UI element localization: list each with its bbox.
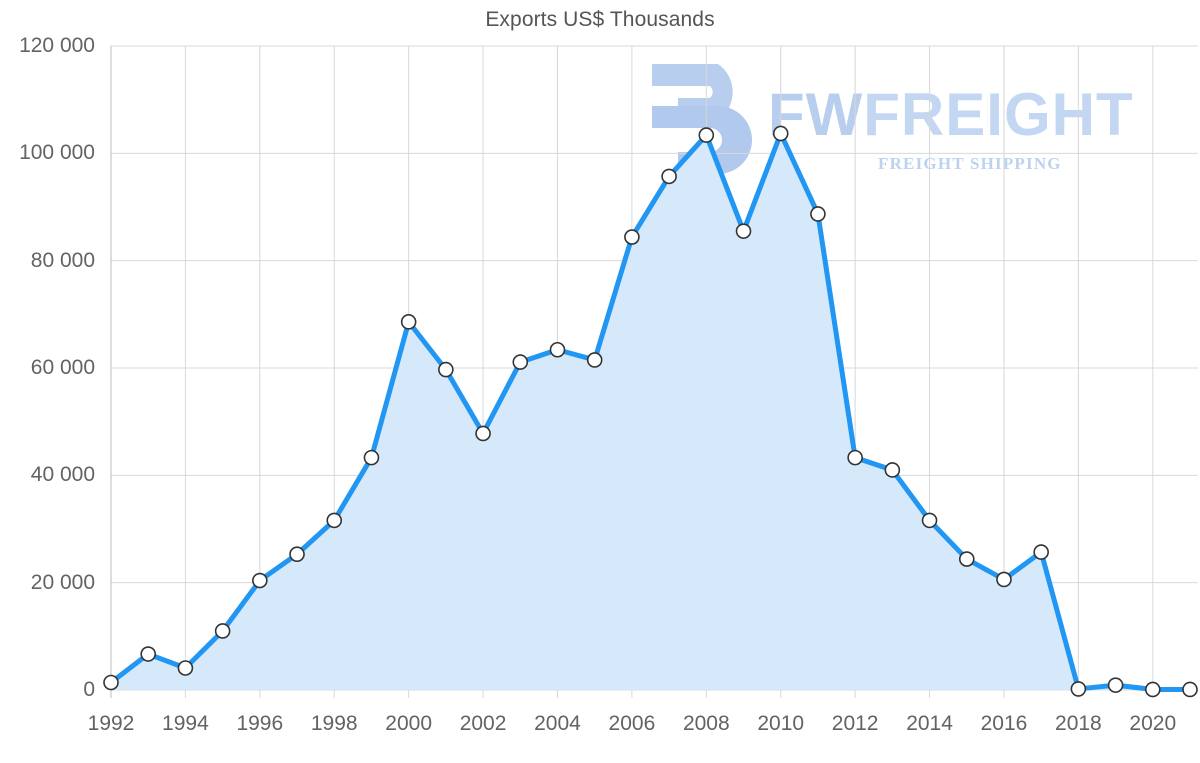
- x-axis-tick-label: 2012: [831, 712, 879, 735]
- x-axis-tick-label: 2004: [534, 712, 581, 735]
- x-axis-tick-label: 2020: [1129, 712, 1177, 735]
- data-point-2007[interactable]: [661, 168, 677, 185]
- chart-title: Exports US$ Thousands: [485, 8, 715, 31]
- data-point-2011[interactable]: [810, 206, 826, 222]
- data-point-1993[interactable]: [140, 646, 157, 662]
- data-point-2013[interactable]: [884, 462, 901, 478]
- data-point-2008[interactable]: [698, 127, 715, 143]
- y-axis-tick-label: 100 000: [19, 141, 95, 165]
- x-axis-tick-label: 1992: [87, 712, 135, 735]
- data-point-2004[interactable]: [549, 341, 566, 358]
- data-point-2017[interactable]: [1033, 544, 1049, 560]
- area-fill: [111, 133, 1190, 691]
- data-point-2014[interactable]: [921, 512, 938, 529]
- data-point-2000[interactable]: [400, 314, 417, 330]
- y-axis-tick-label: 120 000: [19, 34, 95, 57]
- x-axis-tick-label: 2008: [682, 712, 730, 735]
- data-point-1998[interactable]: [326, 512, 343, 529]
- y-axis-tick-label: 40 000: [30, 463, 95, 487]
- area-fill-path: [111, 133, 1190, 691]
- y-axis-tick-label: 60 000: [30, 356, 95, 379]
- x-axis-tick-label: 2006: [608, 712, 656, 735]
- x-axis-tick-label: 2018: [1055, 712, 1102, 735]
- x-axis-tick-label: 1994: [162, 712, 209, 735]
- data-point-2005[interactable]: [586, 352, 603, 368]
- x-axis-tick-label: 2000: [385, 712, 432, 735]
- data-point-1997[interactable]: [289, 546, 305, 563]
- data-point-1994[interactable]: [177, 660, 194, 676]
- data-point-2002[interactable]: [475, 425, 491, 442]
- x-axis-tick-label: 2010: [757, 712, 805, 735]
- data-point-1995[interactable]: [214, 623, 231, 639]
- data-point-2016[interactable]: [996, 571, 1012, 588]
- data-point-1996[interactable]: [252, 572, 268, 589]
- data-point-markers: [103, 125, 1198, 698]
- data-point-2006[interactable]: [624, 229, 640, 245]
- data-point-2001[interactable]: [438, 361, 454, 378]
- data-point-2012[interactable]: [847, 449, 863, 466]
- x-axis-tick-label: 2014: [906, 712, 953, 735]
- x-axis-tick-label: 1996: [236, 712, 284, 735]
- x-axis-tick-label: 2002: [459, 712, 507, 735]
- x-axis-tick-label: 2016: [980, 712, 1028, 735]
- data-point-2020[interactable]: [1144, 681, 1161, 698]
- data-point-2010[interactable]: [772, 125, 789, 142]
- data-point-2009[interactable]: [735, 223, 752, 239]
- x-axis-tick-label: 1998: [310, 712, 358, 735]
- data-point-2003[interactable]: [512, 354, 529, 370]
- y-axis-tick-label: 80 000: [30, 248, 95, 272]
- data-point-2019[interactable]: [1107, 677, 1124, 693]
- y-axis-tick-label: 20 000: [30, 570, 95, 594]
- data-point-1999[interactable]: [363, 449, 380, 466]
- y-axis-tick-label: 0: [83, 678, 95, 701]
- data-point-2021[interactable]: [1182, 681, 1198, 698]
- data-point-2015[interactable]: [958, 551, 975, 567]
- data-point-1992[interactable]: [103, 674, 119, 691]
- data-point-2018[interactable]: [1070, 681, 1087, 697]
